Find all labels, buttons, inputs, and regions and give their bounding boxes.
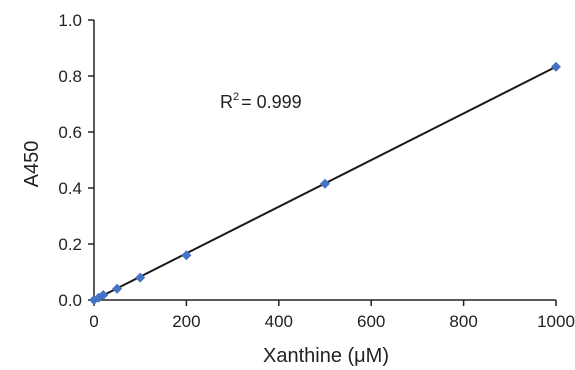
x-tick-label: 400 xyxy=(265,312,293,331)
data-point xyxy=(320,178,330,189)
data-point xyxy=(112,283,123,294)
data-point xyxy=(551,61,561,72)
y-tick-label: 0.2 xyxy=(58,235,82,254)
y-tick-label: 0.8 xyxy=(58,67,82,86)
data-point xyxy=(98,289,109,300)
r-squared-value: = 0.999 xyxy=(241,92,302,112)
y-axis-label: A450 xyxy=(21,141,43,188)
r-squared-prefix: R xyxy=(220,92,233,112)
y-tick-label: 0.0 xyxy=(58,291,82,310)
y-tick-label: 0.4 xyxy=(58,179,82,198)
x-tick-label: 200 xyxy=(172,312,200,331)
x-tick-label: 800 xyxy=(449,312,477,331)
x-tick-label: 0 xyxy=(89,312,98,331)
axes xyxy=(93,20,556,301)
x-tick-label: 1000 xyxy=(537,312,575,331)
x-tick-label: 600 xyxy=(357,312,385,331)
x-ticks: 0 200 400 600 800 1000 xyxy=(89,300,575,331)
y-ticks: 0.0 0.2 0.4 0.6 0.8 1.0 xyxy=(58,11,94,310)
y-tick-label: 1.0 xyxy=(58,11,82,30)
r-squared-annotation: R2 = 0.999 xyxy=(220,91,302,112)
y-tick-label: 0.6 xyxy=(58,123,82,142)
r-squared-superscript: 2 xyxy=(233,91,239,103)
data-points xyxy=(89,61,561,305)
data-point xyxy=(181,250,192,261)
data-point xyxy=(135,272,146,283)
x-axis-label: Xanthine (μM) xyxy=(263,345,389,367)
